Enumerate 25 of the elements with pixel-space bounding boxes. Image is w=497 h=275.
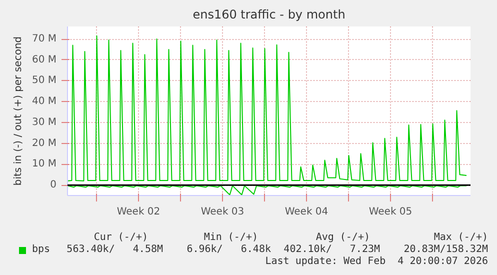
text: Min (-/+) bbox=[204, 232, 258, 243]
y-axis-title: bits in (-) / out (+) per second bbox=[12, 36, 24, 186]
y-tick-label: 0 bbox=[50, 180, 57, 191]
x-tick-label: Week 04 bbox=[284, 206, 328, 218]
y-tick-label: 10 M bbox=[32, 158, 56, 170]
chart-title: ens160 traffic - by month bbox=[192, 8, 346, 22]
text: Max (-/+) bbox=[434, 232, 488, 243]
legend-label: bps bbox=[32, 243, 50, 257]
x-tick-label: Week 02 bbox=[116, 206, 160, 218]
line-series bbox=[68, 35, 467, 182]
y-tick-label: 60 M bbox=[32, 54, 56, 66]
y-tick-label: 50 M bbox=[32, 75, 56, 86]
x-tick-label: Week 05 bbox=[368, 206, 412, 218]
x-tick-label: Week 03 bbox=[200, 206, 244, 218]
text: Cur (-/+) bbox=[92, 231, 148, 244]
text: 6.96k/ 6.48k bbox=[186, 244, 271, 255]
y-tick-label: 30 M bbox=[32, 116, 56, 128]
y-tick-label: 70 M bbox=[32, 34, 56, 45]
text: 20.83M/158.32M bbox=[404, 244, 488, 255]
text: Avg (-/+) bbox=[316, 232, 370, 243]
text: Last update: Wed Feb 4 20:00:07 2026 bbox=[264, 255, 488, 269]
y-tick-label: 40 M bbox=[32, 96, 56, 108]
text: 402.10k/ 7.23M bbox=[284, 244, 380, 255]
y-tick-label: 20 M bbox=[32, 138, 56, 149]
text: 563.40k/ 4.58M bbox=[66, 244, 163, 255]
